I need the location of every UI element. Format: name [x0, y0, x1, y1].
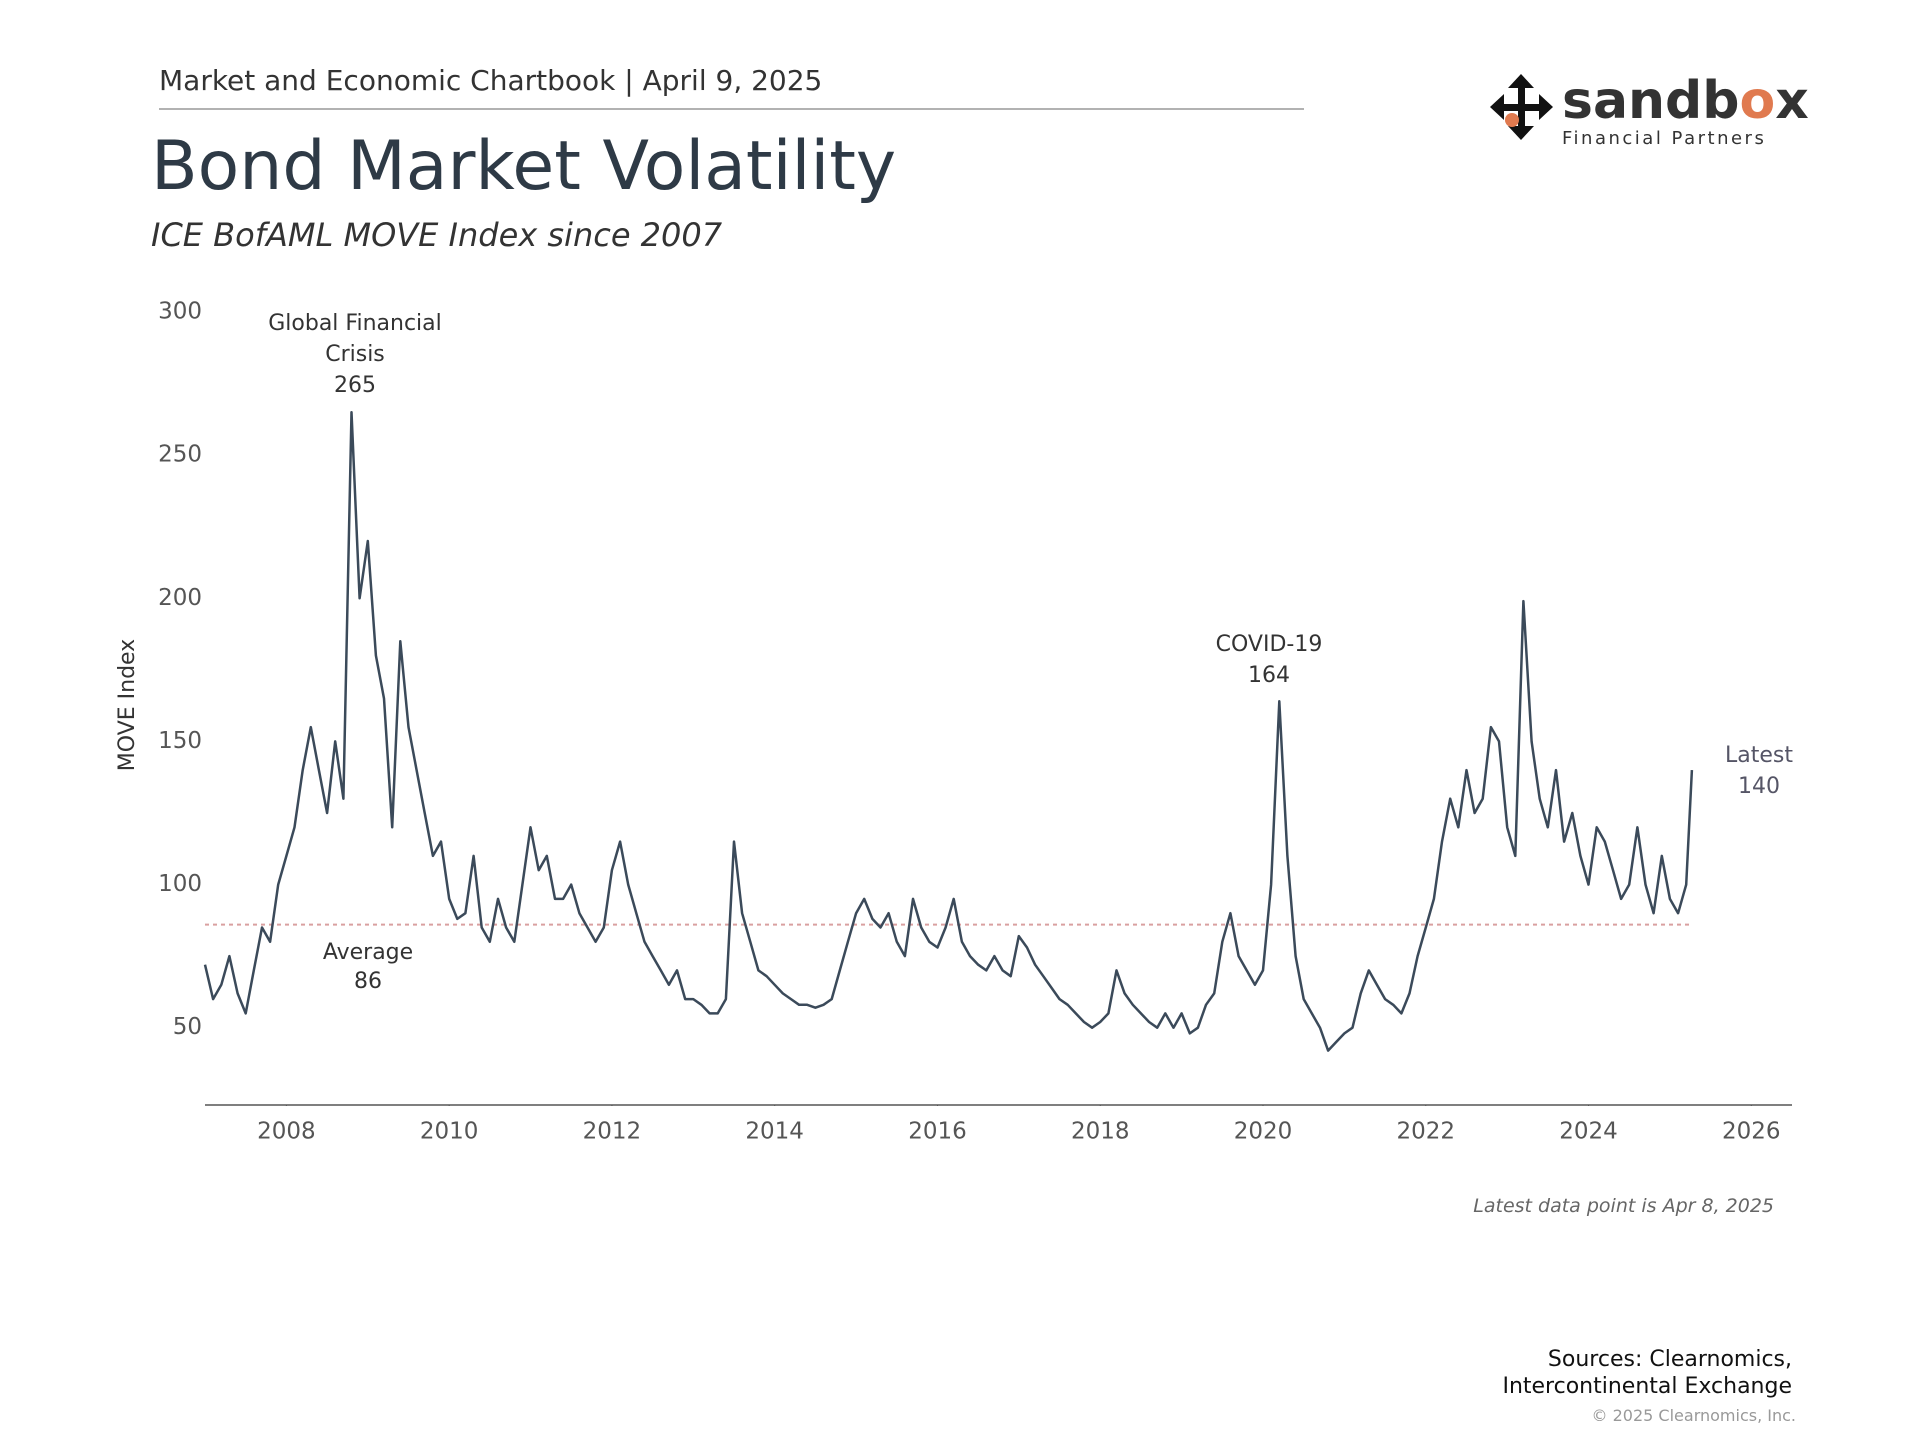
logo-part: sandb — [1562, 71, 1740, 131]
x-tick-label: 2024 — [1559, 1119, 1618, 1145]
y-tick-label: 50 — [173, 1014, 202, 1040]
annotation-text: Latest — [1725, 743, 1793, 768]
y-tick-label: 200 — [158, 585, 202, 611]
annotation-value: 265 — [334, 373, 376, 398]
annotation-text: Global Financial — [268, 311, 442, 336]
y-tick-label: 250 — [158, 442, 202, 468]
logo-part: x — [1775, 71, 1809, 131]
x-tick-label: 2026 — [1722, 1119, 1781, 1145]
x-tick-label: 2018 — [1071, 1119, 1130, 1145]
logo-tagline: Financial Partners — [1562, 128, 1766, 149]
average-value: 86 — [354, 969, 382, 994]
annotation-text: Crisis — [325, 342, 385, 367]
annotation-value: 140 — [1738, 774, 1780, 799]
logo-part: o — [1740, 71, 1776, 131]
x-tick-label: 2012 — [583, 1119, 642, 1145]
logo-name: sandbox — [1562, 71, 1809, 131]
header: Market and Economic Chartbook | April 9,… — [159, 64, 822, 97]
logo-icon — [1490, 74, 1553, 140]
y-axis-label: MOVE Index — [115, 639, 140, 771]
x-tick-label: 2020 — [1234, 1119, 1293, 1145]
annotation-value: 164 — [1248, 663, 1290, 688]
sources: Sources: Clearnomics, — [1548, 1347, 1792, 1372]
y-tick-label: 150 — [158, 728, 202, 754]
annotation-text: COVID-19 — [1216, 632, 1323, 657]
x-tick-label: 2014 — [745, 1119, 804, 1145]
chart-title: Bond Market Volatility — [151, 127, 896, 206]
y-tick-label: 100 — [158, 871, 202, 897]
chart-subtitle: ICE BofAML MOVE Index since 2007 — [151, 216, 723, 254]
sources: Intercontinental Exchange — [1502, 1374, 1792, 1399]
data-line — [203, 410, 1694, 1052]
note: Latest data point is Apr 8, 2025 — [1473, 1195, 1774, 1217]
average-label: Average — [323, 940, 413, 965]
x-tick-label: 2008 — [257, 1119, 316, 1145]
x-tick-label: 2016 — [908, 1119, 967, 1145]
copyright: © 2025 Clearnomics, Inc. — [1592, 1406, 1796, 1425]
x-tick-label: 2010 — [420, 1119, 479, 1145]
y-tick-label: 300 — [158, 299, 202, 325]
x-tick-label: 2022 — [1396, 1119, 1455, 1145]
